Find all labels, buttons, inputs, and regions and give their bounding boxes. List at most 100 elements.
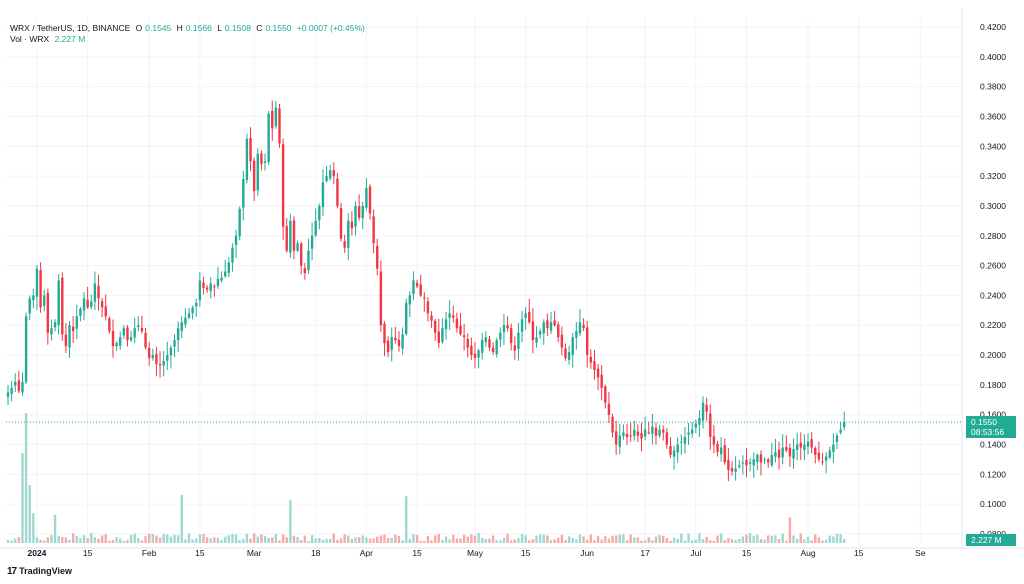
- candle-body: [680, 441, 683, 443]
- x-tick-label: 15: [412, 548, 422, 558]
- volume-bar: [832, 536, 835, 543]
- x-tick-label: Aug: [800, 548, 815, 558]
- candle-body: [647, 432, 650, 434]
- candle-body: [484, 337, 488, 343]
- candle-body: [310, 235, 314, 249]
- volume-bar: [437, 533, 440, 543]
- volume-bar: [629, 534, 632, 543]
- volume-bar: [745, 534, 748, 543]
- candle-body: [227, 262, 231, 273]
- candle-body: [368, 186, 372, 214]
- volume-bar: [770, 535, 774, 543]
- y-tick-label: 0.2000: [980, 350, 1006, 360]
- candle-body: [567, 352, 571, 360]
- x-tick-label: 15: [83, 548, 93, 558]
- candle-body: [513, 345, 516, 351]
- volume-bar: [184, 539, 187, 543]
- candle-body: [586, 327, 589, 356]
- volume-bar: [538, 534, 542, 543]
- x-tick-label: Feb: [142, 548, 157, 558]
- volume-bar: [419, 540, 422, 543]
- candle-body: [669, 445, 672, 455]
- candle-body: [705, 404, 708, 412]
- volume-bar: [354, 537, 357, 543]
- volume-bar: [821, 540, 824, 543]
- candle-body: [593, 360, 596, 370]
- y-tick-label: 0.4000: [980, 52, 1006, 62]
- candle-body: [79, 308, 82, 316]
- candle-body: [339, 208, 343, 239]
- volume-bar: [843, 539, 846, 543]
- volume-bar: [470, 534, 473, 543]
- candle-body: [245, 138, 249, 180]
- volume-bar: [658, 534, 661, 543]
- x-tick-label: 15: [521, 548, 531, 558]
- volume-bar: [252, 533, 256, 543]
- volume-bar: [459, 538, 462, 543]
- candle-body: [57, 280, 60, 325]
- symbol-label: WRX / TetherUS, 1D, BINANCE: [10, 23, 131, 33]
- candle-body: [263, 161, 267, 163]
- candle-body: [151, 355, 154, 358]
- candle-body: [698, 417, 701, 425]
- candle-body: [187, 313, 191, 318]
- candle-body: [575, 331, 578, 338]
- candle-body: [231, 247, 234, 263]
- volume-bar: [488, 538, 491, 543]
- volume-bar: [100, 535, 104, 543]
- candle-body: [213, 286, 216, 288]
- volume-bar: [614, 535, 618, 543]
- volume-bar: [271, 537, 274, 543]
- candle-body: [709, 413, 712, 438]
- candle-body: [549, 322, 553, 331]
- volume-bar: [328, 538, 332, 543]
- volume-bar: [289, 499, 292, 543]
- candle-body: [386, 340, 390, 353]
- candle-body: [383, 323, 386, 344]
- volume-bar: [593, 540, 596, 543]
- candle-body: [835, 435, 839, 442]
- candle-body: [234, 235, 238, 246]
- volume-bar: [39, 539, 42, 543]
- volume-bar: [90, 533, 93, 543]
- volume-bar: [166, 534, 169, 543]
- volume-bar: [752, 535, 755, 543]
- volume-bar: [339, 538, 343, 543]
- candle-body: [727, 459, 730, 470]
- volume-bar: [709, 540, 712, 543]
- volume-bar: [448, 539, 451, 543]
- volume-bar: [263, 536, 267, 543]
- y-tick-label: 0.2400: [980, 290, 1006, 300]
- volume-bar: [126, 540, 129, 543]
- volume-bar: [795, 538, 799, 543]
- candle-body: [129, 337, 133, 341]
- volume-bar: [17, 537, 21, 543]
- candle-body: [43, 295, 46, 306]
- x-tick-label: Apr: [360, 548, 373, 558]
- y-tick-label: 0.1200: [980, 469, 1006, 479]
- tradingview-brand[interactable]: 17 TradingView: [7, 566, 72, 577]
- volume-bar: [741, 536, 745, 543]
- candle-body: [405, 302, 408, 335]
- candle-body: [625, 433, 629, 438]
- candle-body: [21, 381, 24, 393]
- candle-body: [307, 250, 310, 271]
- volume-bar: [180, 494, 183, 543]
- y-tick-label: 0.4200: [980, 22, 1006, 32]
- volume-bar: [560, 534, 564, 543]
- candle-body: [50, 328, 53, 335]
- volume-bar: [401, 540, 404, 543]
- candle-body: [336, 178, 339, 206]
- tradingview-logo-icon: 17: [7, 566, 17, 577]
- candle-body: [328, 170, 332, 179]
- volume-bar: [68, 539, 71, 543]
- volume-bar: [687, 533, 690, 543]
- candle-body: [828, 450, 831, 458]
- volume-bar: [571, 538, 574, 543]
- volume-bar: [426, 536, 430, 543]
- candle-body: [415, 282, 419, 287]
- candle-body: [473, 353, 477, 359]
- volume-bar: [260, 534, 263, 543]
- volume-bar: [173, 534, 176, 543]
